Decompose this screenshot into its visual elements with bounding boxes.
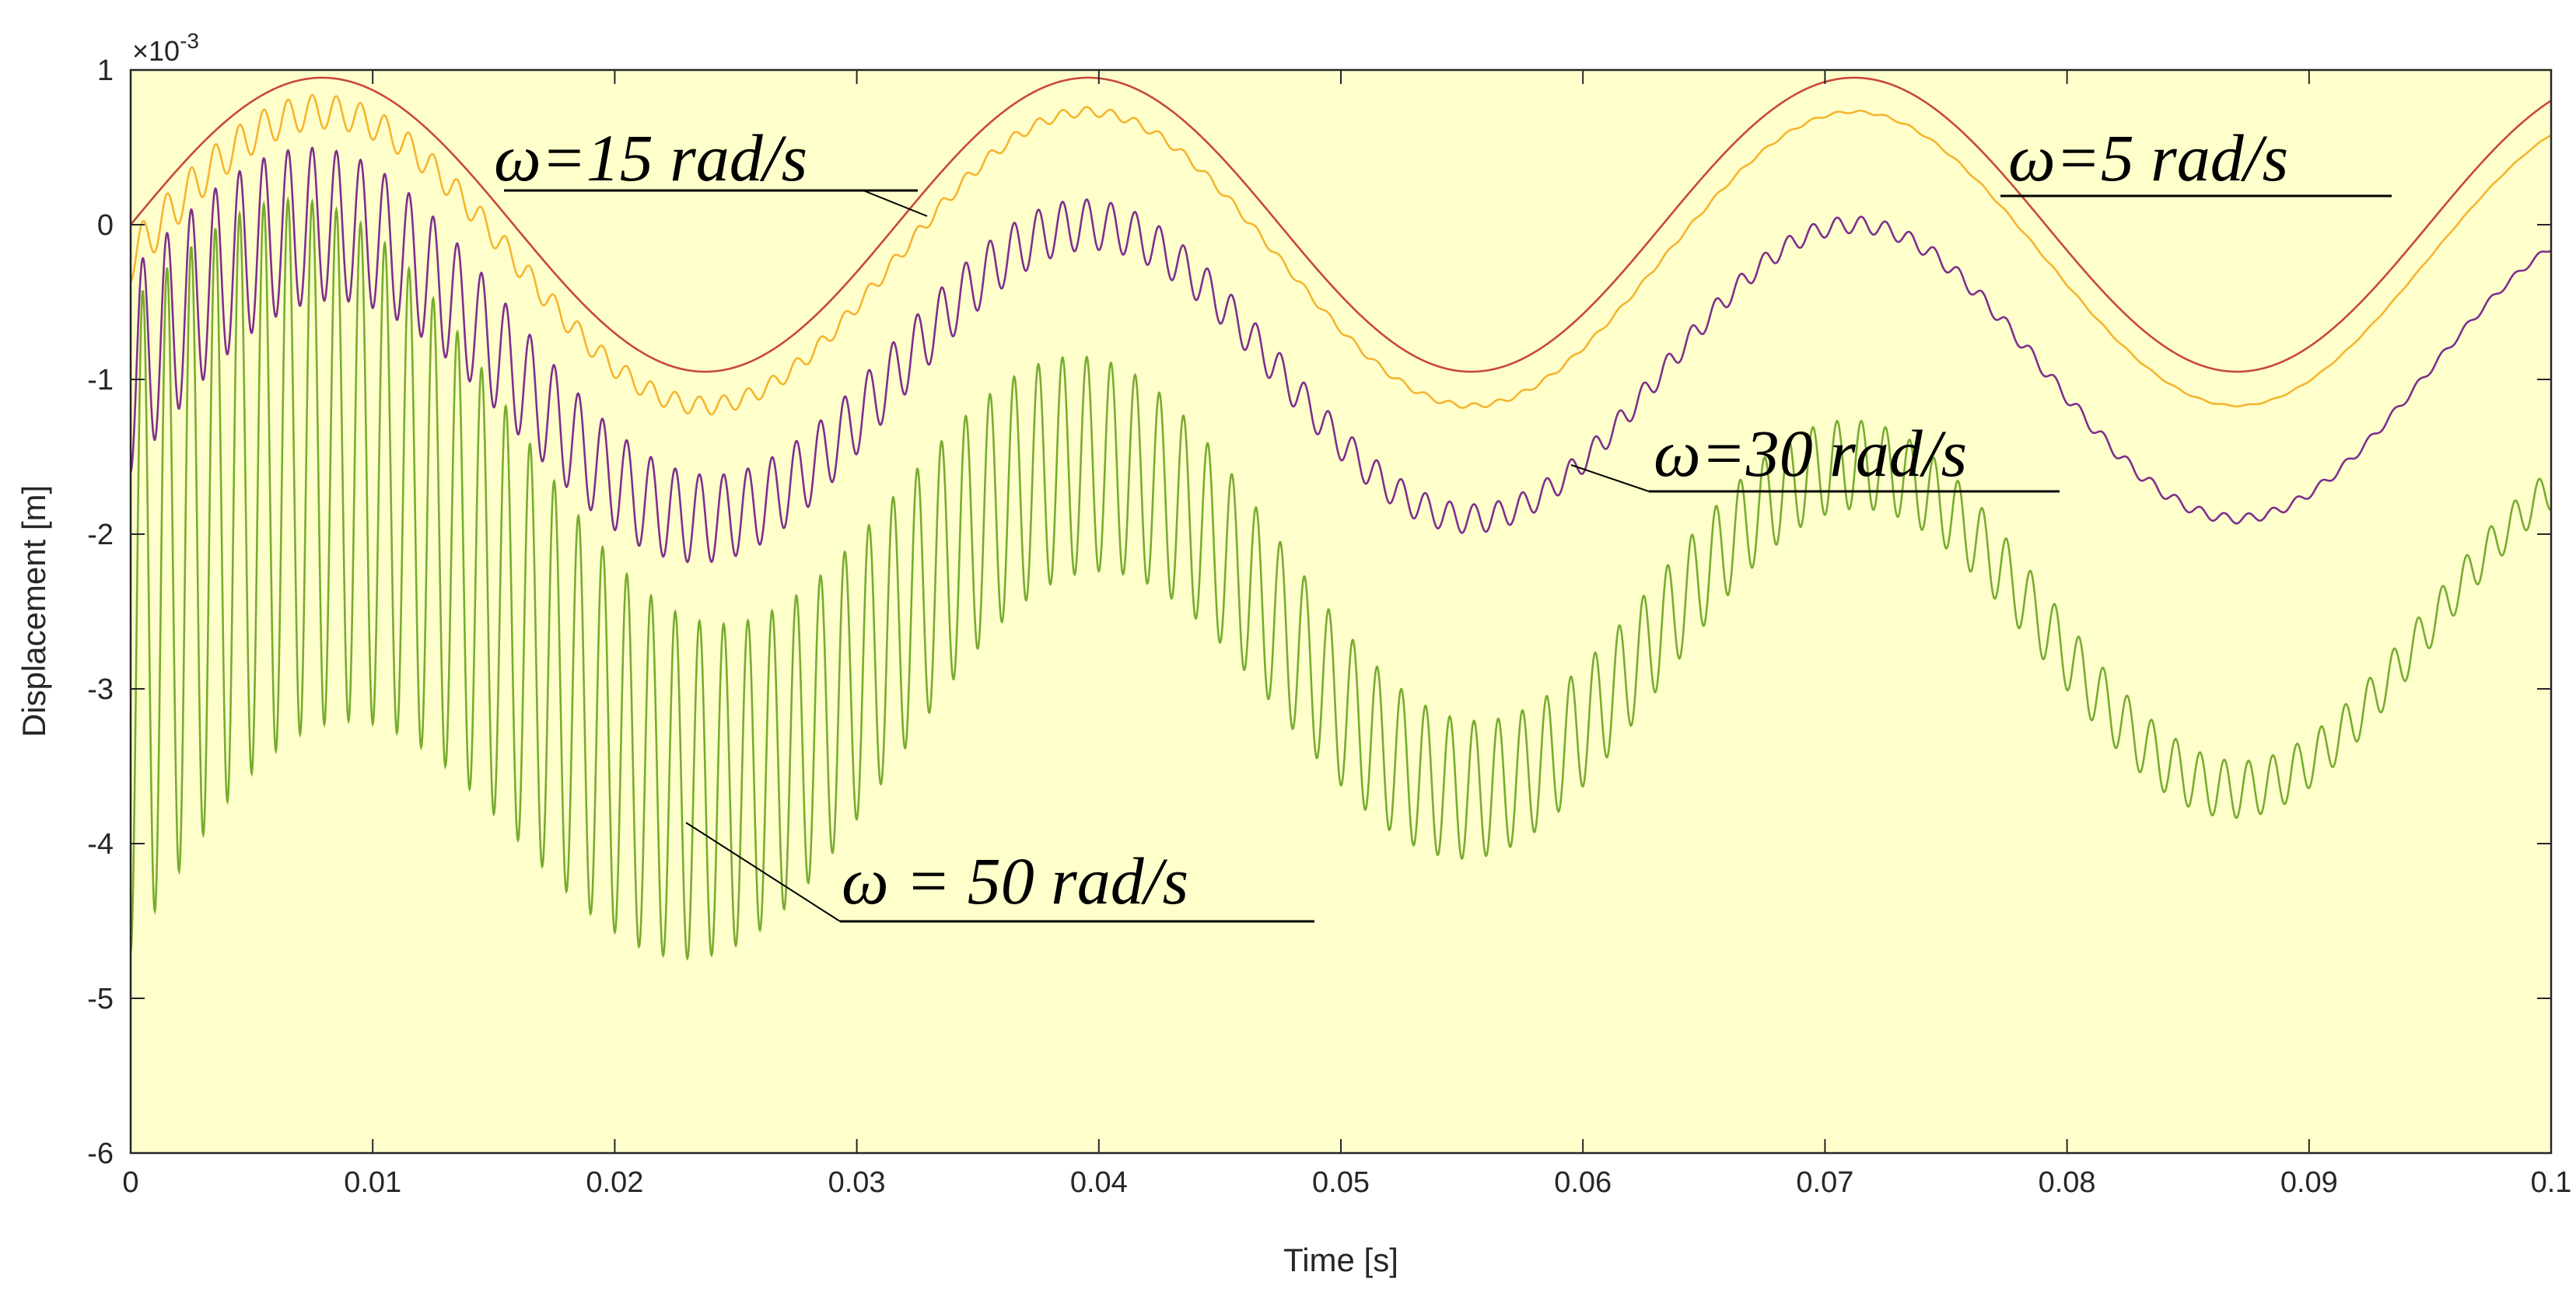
series-line — [129, 93, 2552, 416]
series-line — [129, 196, 2552, 961]
y-tick-label: -2 — [87, 519, 114, 551]
y-multiplier-exponent: -3 — [180, 29, 199, 53]
y-multiplier: ×10-3 — [132, 29, 199, 67]
annotation-15: ω=15 rad/s — [494, 121, 928, 217]
ticks-layer: 0 0.01 0.02 0.03 0.04 0.05 0.06 0.07 0.08 0.09 0.1… — [87, 54, 2571, 1199]
x-tick-label: 0.08 — [2039, 1166, 2096, 1199]
y-tick-label: -1 — [87, 364, 114, 397]
y-tick-label: -6 — [87, 1137, 114, 1170]
y-tick-label: 1 — [97, 54, 114, 87]
annotation-30: ω=30 rad/s — [1570, 416, 2060, 493]
y-tick-label: 0 — [97, 209, 114, 242]
y-axis-label: Displacement [m] — [16, 485, 52, 737]
annotation-5-label: ω=5 rad/s — [2008, 121, 2288, 195]
annotation-50: ω = 50 rad/s — [685, 822, 1314, 923]
annotation-50-label: ω = 50 rad/s — [842, 844, 1188, 918]
x-tick-label: 0.02 — [586, 1166, 643, 1199]
x-tick-label: 0.07 — [1796, 1166, 1853, 1199]
y-tick-label: -5 — [87, 983, 114, 1015]
series-line — [129, 76, 2552, 373]
x-axis-label: Time [s] — [1283, 1242, 1398, 1278]
y-multiplier-base: ×10 — [132, 35, 180, 67]
annotation-5: ω=5 rad/s — [2000, 121, 2392, 197]
plot-background — [131, 70, 2551, 1153]
x-tick-label: 0.06 — [1554, 1166, 1612, 1199]
annotation-30-leader — [1570, 464, 1650, 492]
x-tick-label: 0.04 — [1070, 1166, 1128, 1199]
x-tick-label: 0.05 — [1312, 1166, 1370, 1199]
x-tick-label: 0.09 — [2280, 1166, 2338, 1199]
series-layer — [129, 76, 2552, 961]
x-tick-label: 0.1 — [2531, 1166, 2572, 1199]
series-line — [129, 146, 2552, 564]
x-tick-label: 0 — [122, 1166, 138, 1199]
annotation-15-label: ω=15 rad/s — [494, 121, 807, 195]
annotation-30-label: ω=30 rad/s — [1654, 416, 1967, 491]
x-tick-label: 0.03 — [828, 1166, 886, 1199]
x-tick-label: 0.01 — [344, 1166, 401, 1199]
annotation-15-leader — [863, 190, 928, 217]
y-tick-label: -4 — [87, 828, 114, 861]
annotation-50-leader — [685, 822, 841, 922]
y-tick-label: -3 — [87, 673, 114, 706]
